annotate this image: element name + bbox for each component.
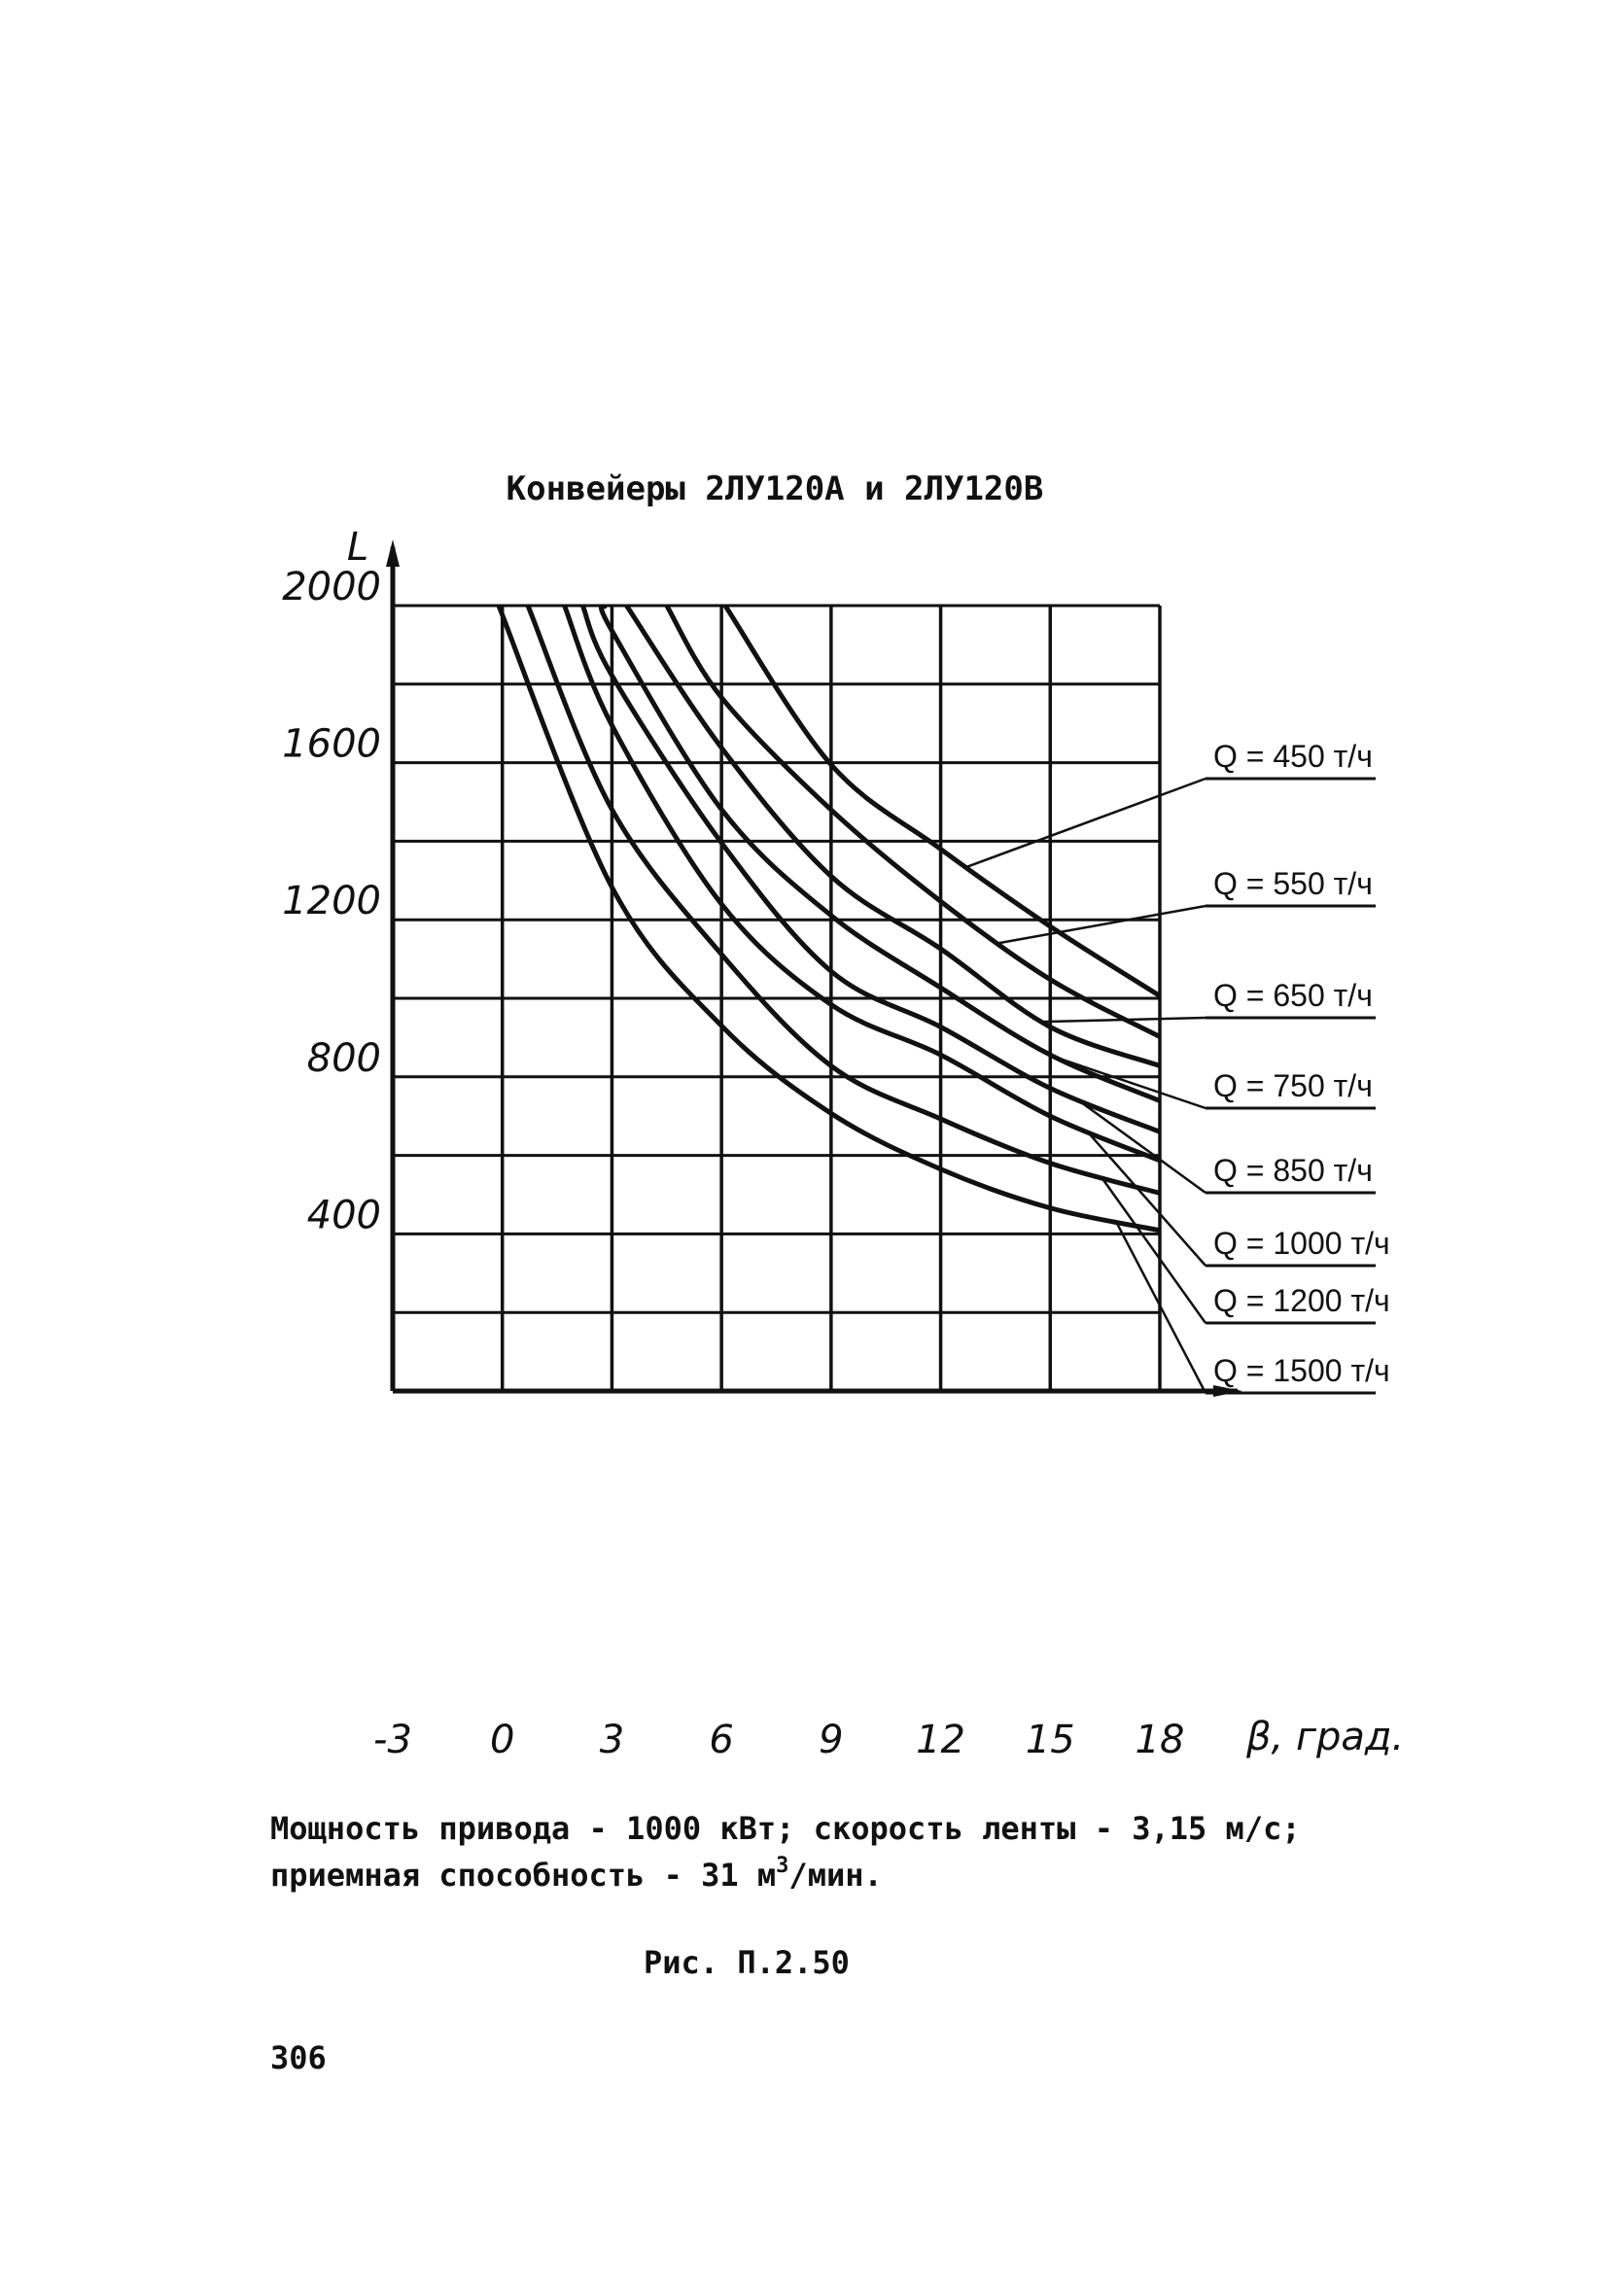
figure-label: Рис. П.2.50 <box>644 1944 850 1981</box>
series-curve <box>599 604 1161 1103</box>
y-tick-label: 1600 <box>282 722 381 767</box>
x-tick-label: 18 <box>1136 1718 1185 1762</box>
caption-line-2-prefix: приемная способность - 31 м <box>270 1857 776 1894</box>
legend-label: Q = 1200 т/ч <box>1213 1283 1390 1318</box>
legend: Q = 450 т/ч Q = 550 т/ч Q = 650 т/ч Q = 750… <box>965 739 1390 1395</box>
legend-label: Q = 1500 т/ч <box>1213 1353 1390 1388</box>
y-tick-label: 2000 <box>282 565 381 609</box>
legend-leader-line <box>1042 1016 1206 1024</box>
caption-line-1: Мощность привода - 1000 кВт; скорость ле… <box>270 1810 1301 1847</box>
legend-label: Q = 450 т/ч <box>1213 739 1373 774</box>
legend-label: Q = 850 т/ч <box>1213 1153 1373 1188</box>
series-curve <box>562 605 1161 1164</box>
series-curve <box>580 605 1161 1134</box>
grid <box>393 604 1162 1393</box>
series-curve <box>624 604 1161 1068</box>
legend-leader-line <box>1085 1130 1206 1267</box>
x-tick-label: 3 <box>600 1718 624 1762</box>
legend-leader-line <box>1057 1057 1206 1110</box>
x-tick-label: 12 <box>916 1718 965 1762</box>
series-curve <box>664 604 1162 1039</box>
legend-label: Q = 650 т/ч <box>1213 978 1373 1013</box>
y-axis-arrow <box>386 539 400 567</box>
x-tick-label: 15 <box>1026 1718 1075 1762</box>
x-tick-label: -3 <box>373 1718 412 1762</box>
series-curve <box>525 605 1161 1196</box>
chart-title: Конвейеры 2ЛУ120А и 2ЛУ120В <box>507 470 1044 508</box>
caption-line-2-suffix: /мин. <box>788 1857 882 1894</box>
y-tick-label: 1200 <box>282 879 381 923</box>
caption-sup: 3 <box>776 1854 788 1878</box>
x-tick-label: 6 <box>709 1718 733 1762</box>
x-tick-label: 0 <box>490 1718 514 1762</box>
legend-leader-line <box>1100 1176 1207 1324</box>
y-tick-label: 800 <box>307 1036 381 1081</box>
x-tick-label: 9 <box>819 1718 843 1762</box>
series-curve <box>722 604 1162 998</box>
y-axis-label: L <box>347 525 368 570</box>
page-number: 306 <box>270 2039 327 2076</box>
y-tick-label: 400 <box>307 1193 381 1237</box>
legend-label: Q = 750 т/ч <box>1213 1068 1373 1103</box>
x-axis-label: β, град. <box>1245 1715 1404 1759</box>
caption-line-2: приемная способность - 31 м3/мин. <box>270 1854 883 1894</box>
legend-label: Q = 550 т/ч <box>1213 866 1373 901</box>
curves <box>496 604 1162 1234</box>
legend-leader-line <box>1074 1096 1206 1195</box>
legend-leader-line <box>1114 1220 1207 1394</box>
legend-leader-line <box>998 904 1206 945</box>
legend-leader-line <box>965 777 1206 869</box>
axes: -3 0 3 6 9 12 15 18 400 800 1200 1600 2000 <box>282 539 1242 1762</box>
series-curve <box>496 605 1161 1234</box>
legend-label: Q = 1000 т/ч <box>1213 1226 1390 1261</box>
